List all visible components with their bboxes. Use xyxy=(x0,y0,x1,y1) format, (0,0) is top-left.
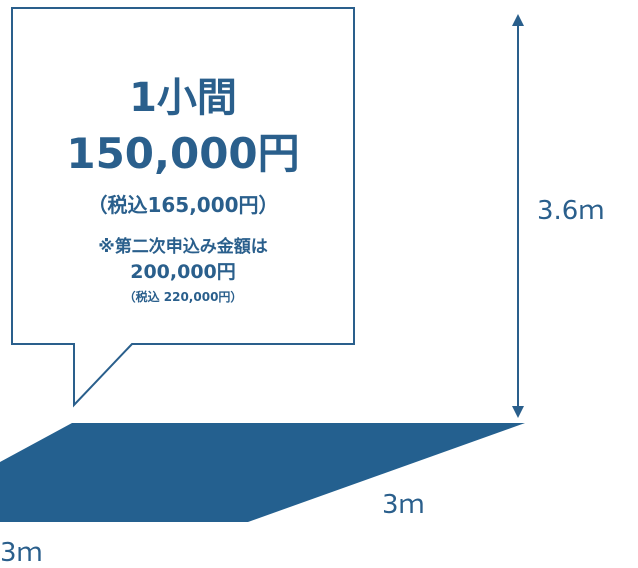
booth-floor xyxy=(0,423,525,522)
width-dimension-label: 3ｍ xyxy=(0,538,43,568)
second-application-note: ※第二次申込み金額は xyxy=(98,237,268,257)
booth-price: 150,000円 xyxy=(66,129,300,178)
second-application-price: 200,000円 xyxy=(130,261,236,283)
booth-price-tax-included: （税込165,000円） xyxy=(87,193,279,217)
height-dimension-label: 3.6ｍ xyxy=(537,196,605,226)
booth-unit-title: 1小間 xyxy=(129,75,237,121)
depth-dimension-label: 3ｍ xyxy=(382,490,425,520)
price-callout-bubble xyxy=(11,7,355,408)
second-application-price-tax-included: （税込 220,000円） xyxy=(123,290,243,304)
